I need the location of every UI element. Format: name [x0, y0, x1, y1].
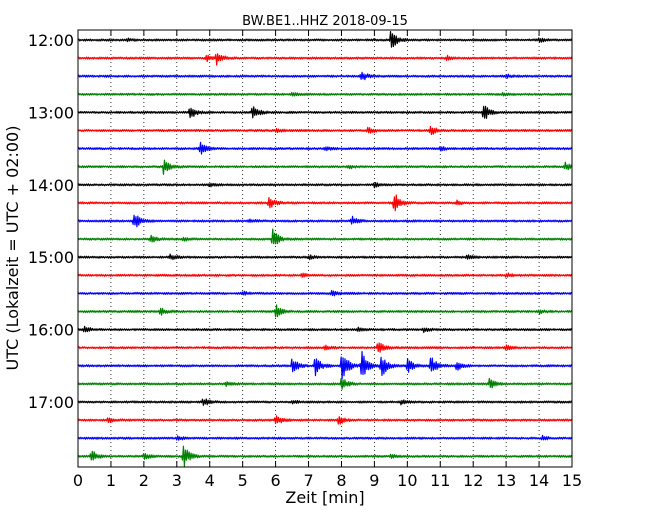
x-tick-label-6: 6 [271, 471, 281, 490]
trace-1730 [77, 434, 573, 441]
trace-1315 [77, 125, 573, 136]
x-tick-label-3: 3 [172, 471, 182, 490]
y-tick-label-4: 16:00 [28, 321, 74, 340]
x-tick-label-1: 1 [106, 471, 116, 490]
trace-1630 [77, 351, 573, 380]
trace-1200 [77, 30, 573, 48]
plot-frame [77, 29, 573, 468]
trace-1415 [77, 194, 573, 212]
trace-1715 [77, 415, 573, 425]
x-tick-label-2: 2 [139, 471, 149, 490]
trace-1615 [77, 342, 573, 353]
trace-1700 [77, 398, 573, 406]
seismogram-traces [77, 30, 573, 468]
axis-ticks: 0 1 2 3 4 5 6 7 8 9 10 11 12 13 14 1512:0013:0014:0015:… [28, 30, 582, 490]
y-tick-label-2: 14:00 [28, 176, 74, 195]
trace-1745 [77, 445, 573, 468]
y-tick-label-5: 17:00 [28, 393, 74, 412]
x-tick-label-8: 8 [336, 471, 346, 490]
x-tick-label-5: 5 [238, 471, 248, 490]
x-tick-label-9: 9 [369, 471, 379, 490]
trace-1430 [77, 214, 573, 228]
trace-1300 [77, 105, 573, 119]
x-tick-label-11: 11 [430, 471, 450, 490]
y-tick-label-0: 12:00 [28, 31, 74, 50]
y-tick-label-3: 15:00 [28, 248, 74, 267]
x-tick-label-10: 10 [397, 471, 417, 490]
trace-1215 [77, 53, 573, 66]
x-tick-label-0: 0 [73, 471, 83, 490]
trace-1530 [77, 289, 573, 297]
trace-1645 [77, 377, 573, 390]
x-tick-label-15: 15 [562, 471, 582, 490]
x-tick-label-14: 14 [529, 471, 549, 490]
x-tick-label-13: 13 [496, 471, 516, 490]
trace-1515 [77, 272, 573, 278]
y-tick-label-1: 13:00 [28, 103, 74, 122]
trace-1230 [77, 71, 573, 81]
trace-1400 [77, 181, 573, 189]
x-tick-label-12: 12 [463, 471, 483, 490]
trace-1445 [77, 228, 573, 245]
trace-1245 [77, 91, 573, 97]
x-tick-label-7: 7 [303, 471, 313, 490]
trace-1330 [77, 141, 573, 155]
trace-1345 [77, 159, 573, 175]
grid-lines [110, 30, 540, 467]
trace-1545 [77, 304, 573, 318]
y-axis-label: UTC (Lokalzeit = UTC + 02:00) [3, 126, 22, 371]
trace-1600 [77, 325, 573, 334]
chart-title: BW.BE1..HHZ 2018-09-15 [242, 14, 408, 29]
x-axis-label: Zeit [min] [285, 488, 364, 507]
trace-1500 [77, 253, 573, 261]
x-tick-label-4: 4 [205, 471, 215, 490]
